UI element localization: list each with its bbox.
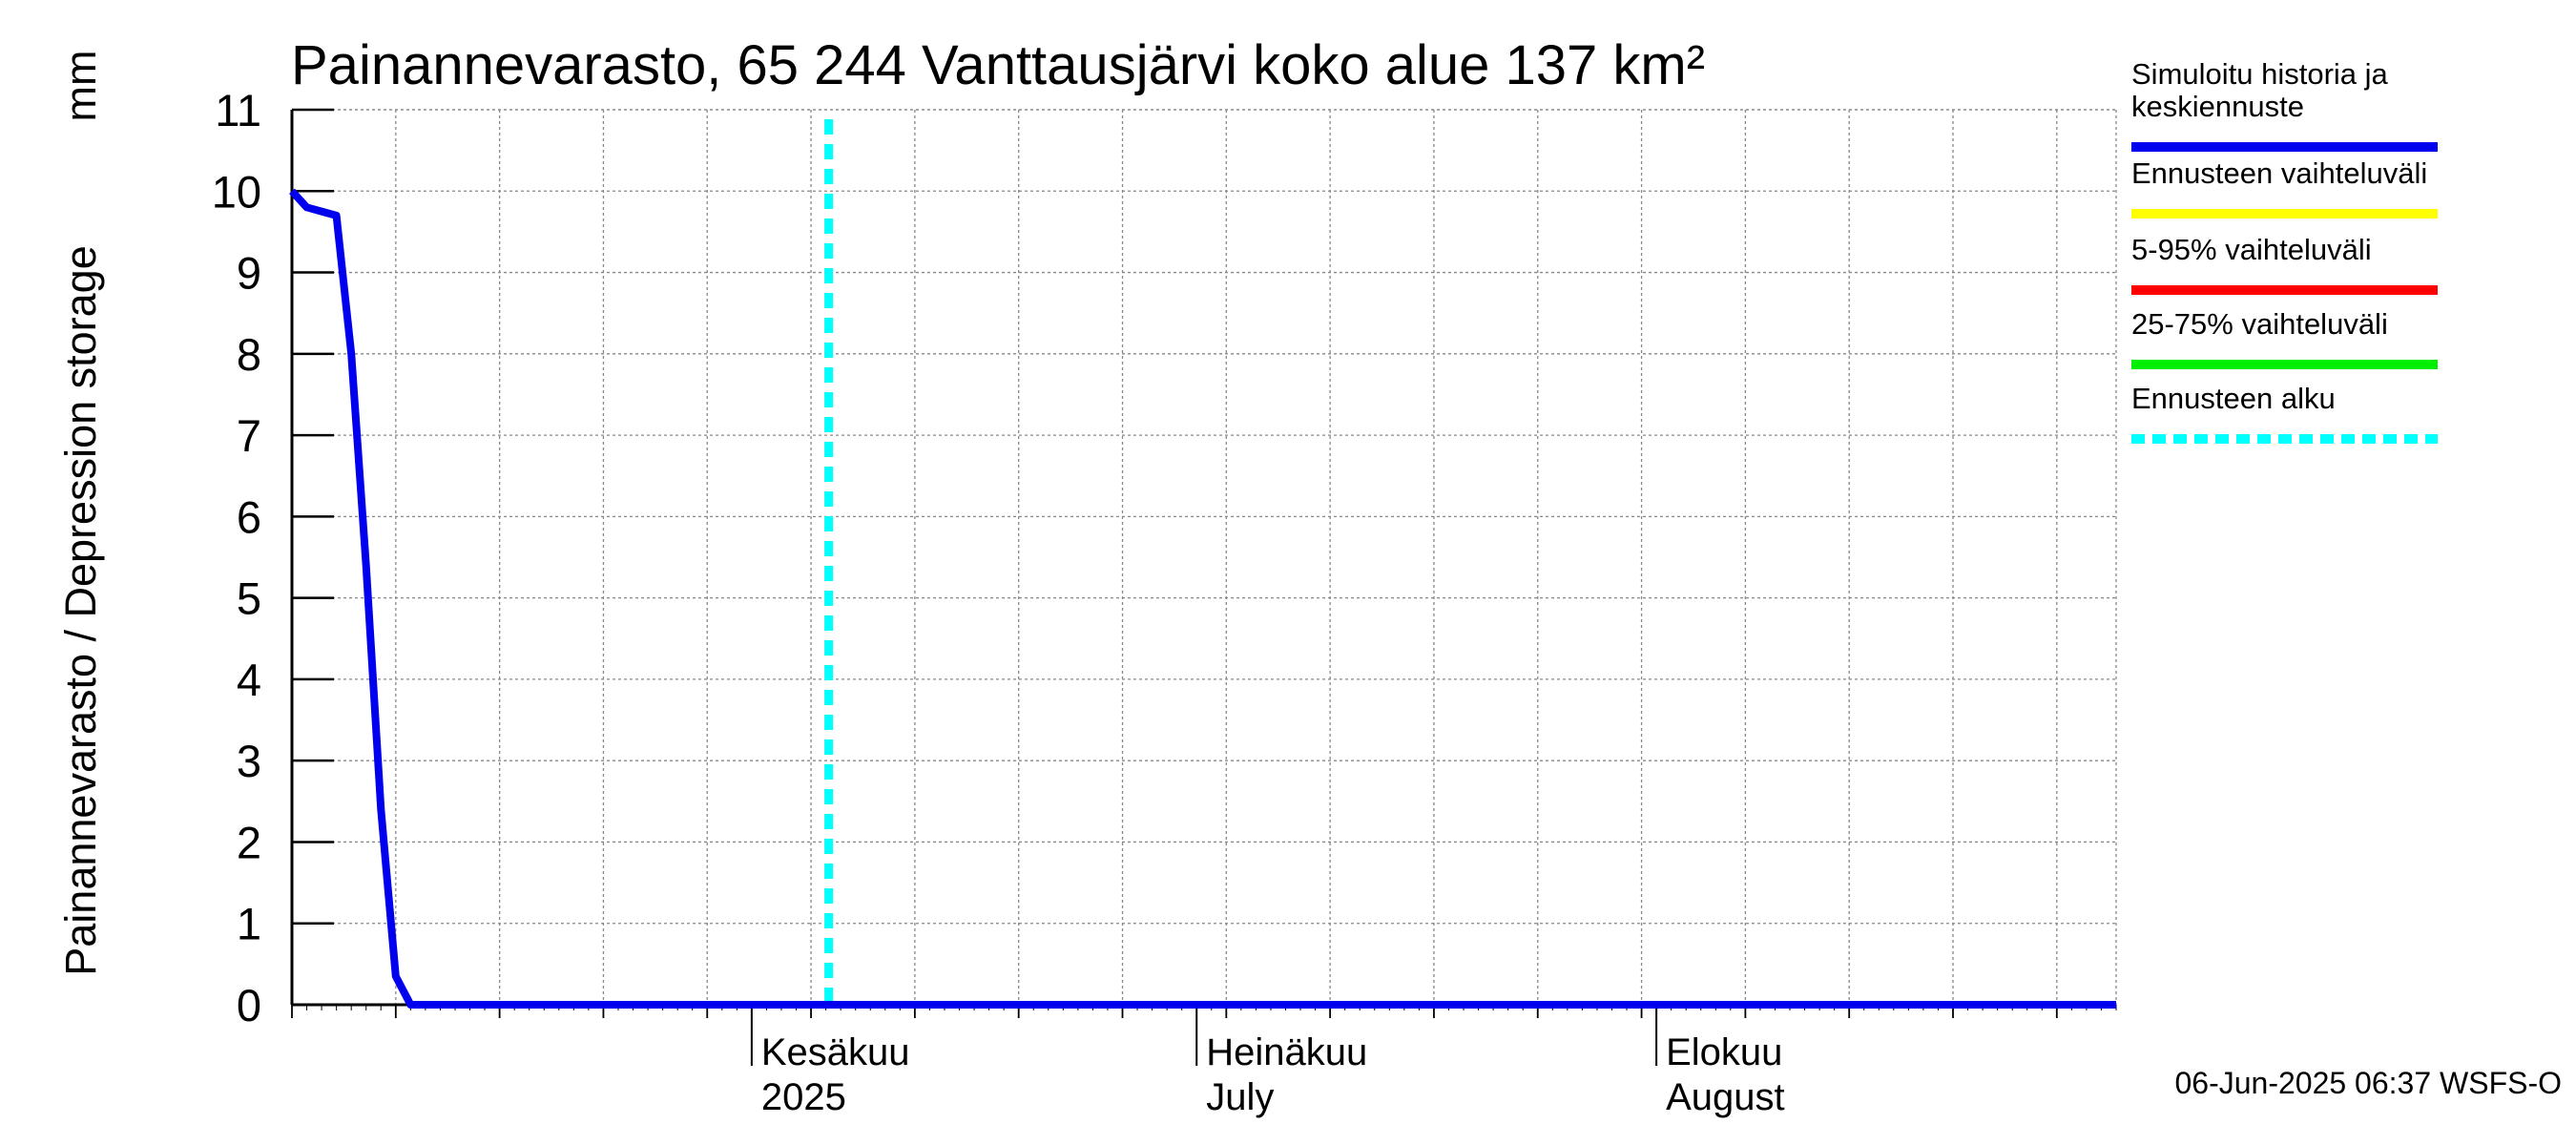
y-axis-unit-text: mm [56, 51, 105, 122]
y-axis: 0 1 2 3 4 5 6 7 8 9 10 11 [212, 85, 334, 1030]
y-tick-label: 11 [215, 85, 261, 135]
x-month-sublabel: 2025 [761, 1076, 846, 1118]
x-month-sublabel: July [1206, 1076, 1274, 1118]
footer-timestamp: 06-Jun-2025 06:37 WSFS-O [2174, 1066, 2562, 1100]
y-tick-label: 0 [237, 980, 261, 1030]
plot-frame [290, 109, 2117, 1007]
y-tick-label: 7 [237, 410, 261, 461]
x-month-label: Heinäkuu [1206, 1031, 1367, 1073]
legend-label: keskiennuste [2131, 90, 2304, 123]
y-tick-label: 4 [237, 655, 261, 705]
x-month-sublabel: August [1666, 1076, 1785, 1118]
grid [291, 109, 2116, 1005]
legend-label: Ennusteen alku [2131, 382, 2336, 415]
y-tick-label: 1 [237, 899, 261, 949]
legend-label: Simuloitu historia ja [2131, 57, 2389, 91]
y-tick-label: 3 [237, 736, 261, 786]
y-axis-label-text: Painannevarasto / Depression storage [56, 245, 105, 975]
x-ticks [291, 1005, 2117, 1066]
y-axis-label: Painannevarasto / Depression storage [56, 245, 105, 975]
x-month-label: Elokuu [1666, 1031, 1782, 1073]
y-tick-label: 9 [237, 248, 261, 299]
x-month-label: Kesäkuu [761, 1031, 910, 1073]
chart-title: Painannevarasto, 65 244 Vanttausjärvi ko… [291, 34, 1705, 96]
y-tick-label: 10 [212, 166, 261, 217]
legend-label: 25-75% vaihteluväli [2131, 307, 2388, 341]
series-lines [289, 188, 2116, 1009]
legend-label: 5-95% vaihteluväli [2131, 233, 2372, 266]
y-tick-label: 2 [237, 817, 261, 867]
y-tick-label: 6 [237, 491, 261, 542]
y-tick-label: 5 [237, 573, 261, 624]
y-tick-label: 8 [237, 329, 261, 380]
series-line [289, 188, 2116, 1009]
y-axis-unit: mm [56, 51, 105, 122]
legend-label: Ennusteen vaihteluväli [2131, 156, 2427, 190]
